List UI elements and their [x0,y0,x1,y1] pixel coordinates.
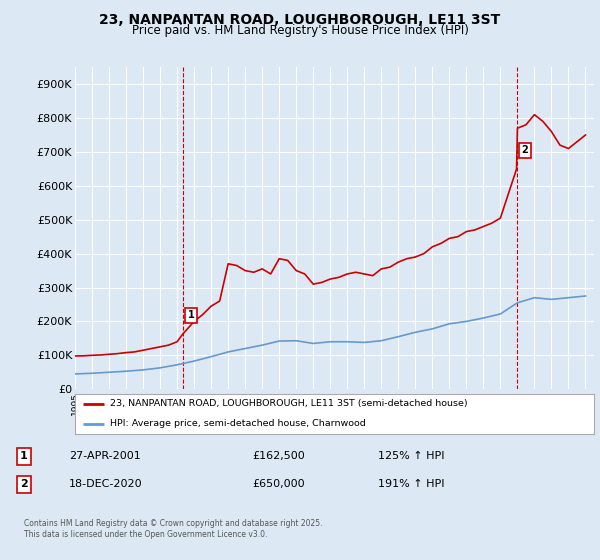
Text: 1: 1 [20,451,28,461]
Text: 2: 2 [522,145,529,155]
Text: 1: 1 [188,310,194,320]
Text: 191% ↑ HPI: 191% ↑ HPI [378,479,445,489]
Text: Price paid vs. HM Land Registry's House Price Index (HPI): Price paid vs. HM Land Registry's House … [131,24,469,38]
Text: 125% ↑ HPI: 125% ↑ HPI [378,451,445,461]
Text: 23, NANPANTAN ROAD, LOUGHBOROUGH, LE11 3ST: 23, NANPANTAN ROAD, LOUGHBOROUGH, LE11 3… [100,13,500,27]
Text: Contains HM Land Registry data © Crown copyright and database right 2025.
This d: Contains HM Land Registry data © Crown c… [24,520,323,539]
Text: £650,000: £650,000 [252,479,305,489]
Text: 23, NANPANTAN ROAD, LOUGHBOROUGH, LE11 3ST (semi-detached house): 23, NANPANTAN ROAD, LOUGHBOROUGH, LE11 3… [110,399,468,408]
Text: 27-APR-2001: 27-APR-2001 [69,451,141,461]
Text: £162,500: £162,500 [252,451,305,461]
Text: HPI: Average price, semi-detached house, Charnwood: HPI: Average price, semi-detached house,… [110,419,366,428]
Text: 2: 2 [20,479,28,489]
Text: 18-DEC-2020: 18-DEC-2020 [69,479,143,489]
